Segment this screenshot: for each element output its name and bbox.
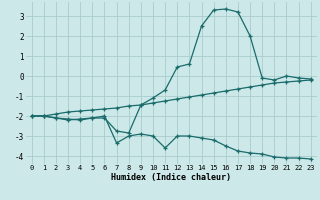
X-axis label: Humidex (Indice chaleur): Humidex (Indice chaleur): [111, 173, 231, 182]
